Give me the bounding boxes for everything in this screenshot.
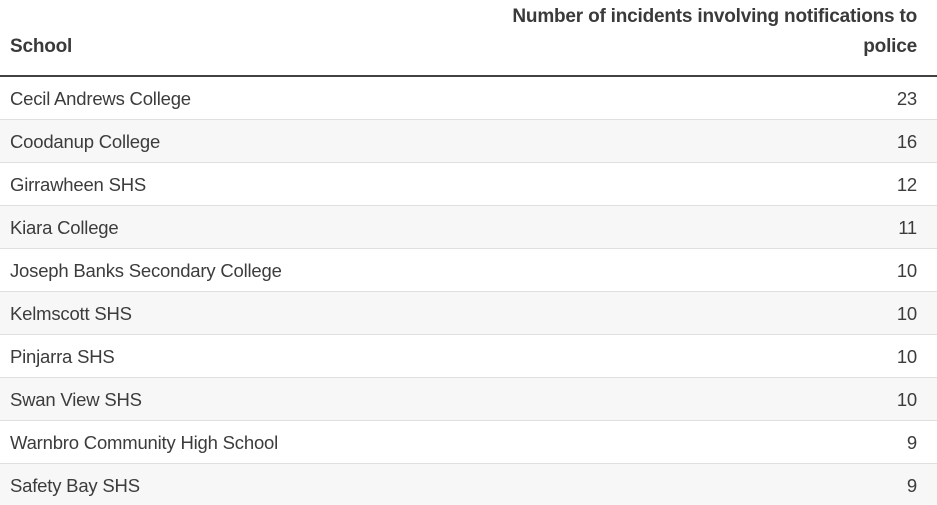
school-cell: Pinjarra SHS <box>10 345 115 367</box>
table-row: Joseph Banks Secondary College 10 <box>0 248 937 292</box>
school-cell: Kiara College <box>10 216 119 238</box>
school-cell: Warnbro Community High School <box>10 431 279 453</box>
count-cell: 10 <box>896 259 917 281</box>
table-row: Coodanup College 16 <box>0 119 937 163</box>
table-row: Cecil Andrews College 23 <box>0 76 937 120</box>
school-cell: Joseph Banks Secondary College <box>10 259 282 281</box>
count-cell: 16 <box>896 130 917 152</box>
count-cell: 12 <box>896 173 917 195</box>
table-header: School Number of incidents involving not… <box>0 0 937 77</box>
column-header-incidents-label: Number of incidents involving notificati… <box>512 6 917 57</box>
table-row: Warnbro Community High School 9 <box>0 420 937 464</box>
count-cell: 9 <box>906 474 917 496</box>
school-cell: Coodanup College <box>10 130 161 152</box>
column-header-incidents: Number of incidents involving notificati… <box>468 0 937 77</box>
count-cell: 23 <box>896 87 917 109</box>
school-cell: Girrawheen SHS <box>10 173 147 195</box>
count-cell: 11 <box>898 216 917 238</box>
table-row: Safety Bay SHS 9 <box>0 463 937 505</box>
header-row: School Number of incidents involving not… <box>0 0 937 77</box>
count-cell: 9 <box>906 431 917 453</box>
table-row: Kelmscott SHS 10 <box>0 291 937 335</box>
table-row: Girrawheen SHS 12 <box>0 162 937 206</box>
school-cell: Kelmscott SHS <box>10 302 132 324</box>
column-header-school: School <box>0 0 469 77</box>
school-cell: Swan View SHS <box>10 388 142 410</box>
school-cell: Cecil Andrews College <box>10 87 191 109</box>
count-cell: 10 <box>896 388 917 410</box>
table-row: Pinjarra SHS 10 <box>0 334 937 378</box>
table-row: Kiara College 11 <box>0 205 937 249</box>
school-cell: Safety Bay SHS <box>10 474 140 496</box>
count-cell: 10 <box>896 302 917 324</box>
table-body: Cecil Andrews College 23 Coodanup Colleg… <box>0 76 937 505</box>
table-row: Swan View SHS 10 <box>0 377 937 421</box>
count-cell: 10 <box>896 345 917 367</box>
